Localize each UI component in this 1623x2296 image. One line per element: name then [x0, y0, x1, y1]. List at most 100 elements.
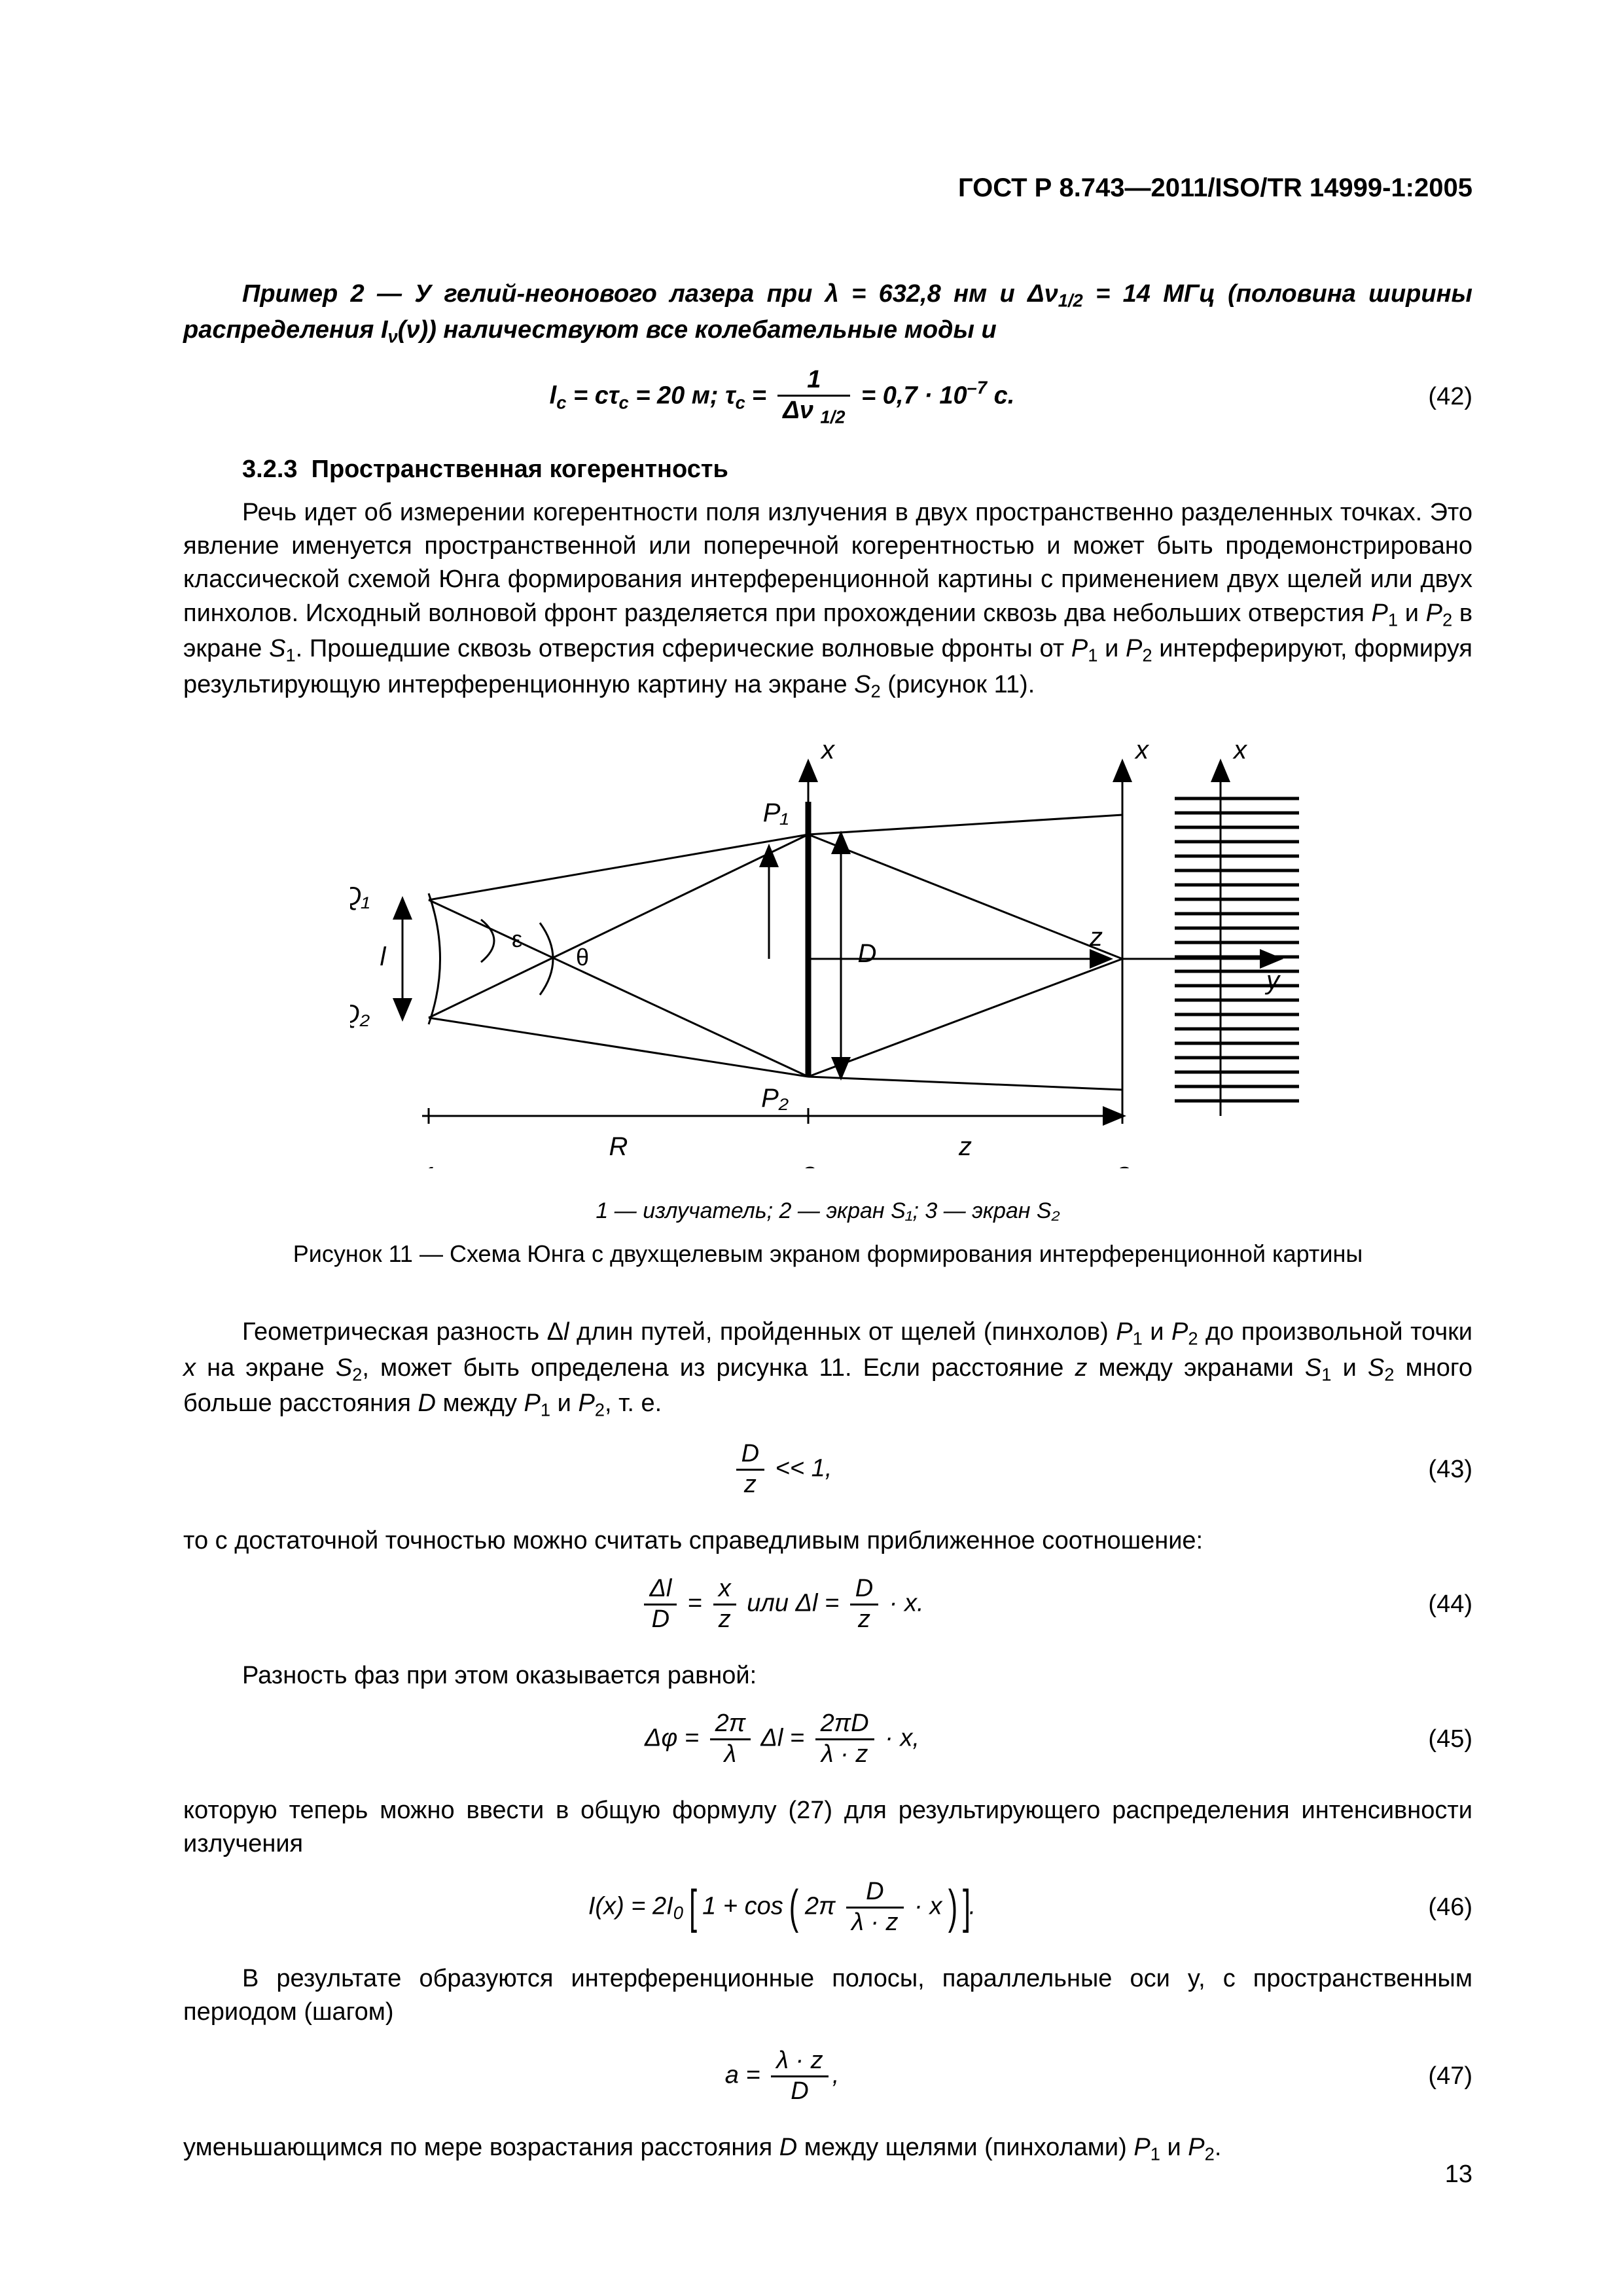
eq42-e1s: c: [618, 392, 628, 412]
paf-e: , может быть определена из рисунка 11. Е…: [362, 1354, 1075, 1382]
equation-44-row: ΔlD = xz или Δl = Dz · x. (44): [183, 1576, 1472, 1633]
svg-text:P₁: P₁: [763, 798, 789, 827]
paf-S2b: S: [1368, 1354, 1384, 1382]
e44m: или Δl =: [747, 1589, 846, 1617]
eq42-tail: = 0,7 · 10: [861, 382, 967, 410]
spP2b: P: [1126, 635, 1142, 662]
e46ap: 2π: [805, 1893, 842, 1920]
svg-text:θ: θ: [576, 944, 589, 971]
equation-44: ΔlD = xz или Δl = Dz · x.: [183, 1576, 1381, 1633]
svg-text:z: z: [1089, 923, 1103, 952]
p47P1s: 1: [1150, 2144, 1160, 2164]
paf-P1: P: [1116, 1318, 1132, 1346]
e46ap2: · x: [914, 1893, 942, 1920]
p47P1: P: [1133, 2134, 1150, 2161]
spP2bs: 2: [1142, 645, 1152, 666]
e45f1n: 2π: [710, 1711, 751, 1740]
sp1c: . Прошедшие сквозь отверстия сферические…: [296, 635, 1071, 662]
svg-text:2: 2: [799, 1160, 817, 1168]
paf-S2bs: 2: [1384, 1364, 1394, 1384]
example-2-lead: Пример 2 — У гелий-неонового лазера при …: [183, 278, 1472, 349]
spP1bs: 1: [1088, 645, 1097, 666]
eq42-l: l: [550, 382, 557, 410]
paf-h: между: [436, 1390, 524, 1417]
example2-sub-half: 1/2: [1058, 291, 1083, 311]
paf-S2s: 2: [352, 1364, 362, 1384]
spS2s: 2: [871, 681, 881, 701]
svg-text:l: l: [380, 942, 387, 971]
p47b: между щелями (пинхолами): [797, 2134, 1133, 2161]
eq45num: (45): [1381, 1723, 1472, 1756]
paf-P1bs: 1: [541, 1400, 550, 1420]
secnum: 3.2.3: [242, 456, 298, 483]
eq43n: D: [736, 1441, 764, 1471]
e44ln: Δl: [644, 1576, 677, 1605]
paf-a: Геометрическая разность Δ: [242, 1318, 563, 1346]
section-3-2-3-title: 3.2.3 Пространственная когерентность: [183, 453, 1472, 486]
paf-P2s: 2: [1188, 1329, 1198, 1349]
e45f2d: λ · z: [815, 1740, 874, 1768]
example2-text-a: Пример 2 — У гелий-неонового лазера при …: [242, 280, 1058, 308]
equation-46: I(x) = 2I0 [ 1 + cos ( 2π Dλ · z · x ) ]…: [183, 1879, 1381, 1936]
svg-text:Q₂: Q₂: [350, 1000, 370, 1029]
equation-47-row: a = λ · zD, (47): [183, 2048, 1472, 2105]
spP1: P: [1372, 600, 1388, 627]
eq42-sup: –7: [967, 378, 987, 398]
spP1s: 1: [1388, 609, 1398, 630]
para-43: то с достаточной точностью можно считать…: [183, 1524, 1472, 1558]
paf-P2: P: [1171, 1318, 1188, 1346]
p47P2: P: [1188, 2134, 1204, 2161]
equation-47: a = λ · zD,: [183, 2048, 1381, 2105]
eq42-frac: 1 Δν 1/2: [777, 367, 850, 427]
equation-45-row: Δφ = 2πλ Δl = 2πDλ · z · x, (45): [183, 1711, 1472, 1768]
svg-text:D: D: [858, 939, 877, 968]
e44ld: D: [644, 1605, 677, 1633]
figure-11-legend: 1 — излучатель; 2 — экран S₁; 3 — экран …: [183, 1196, 1472, 1227]
paf-x: x: [183, 1354, 196, 1382]
paf-P2bs: 2: [595, 1400, 605, 1420]
sectitle: Пространственная когерентность: [312, 456, 728, 483]
e46i1: 1 + cos: [702, 1893, 783, 1920]
eq42-number: (42): [1381, 380, 1472, 414]
eq44num: (44): [1381, 1588, 1472, 1621]
e45l: Δφ =: [645, 1724, 706, 1751]
sp1a: Речь идет об измерении когерентности пол…: [183, 499, 1472, 627]
e44rn: x: [713, 1576, 736, 1605]
svg-text:y: y: [1264, 966, 1281, 995]
e45f2n: 2πD: [815, 1711, 874, 1740]
svg-text:P₂: P₂: [761, 1084, 789, 1113]
paf-f: между экранами: [1087, 1354, 1304, 1382]
paf-S1: S: [1305, 1354, 1321, 1382]
e46l: I(x) = 2I: [588, 1893, 673, 1920]
e46ls: 0: [673, 1903, 683, 1923]
eq42-dens: 1/2: [820, 407, 845, 427]
svg-text:Q₁: Q₁: [350, 882, 370, 911]
para-46: В результате образуются интерференционны…: [183, 1962, 1472, 2030]
e46fd: λ · z: [846, 1909, 903, 1936]
e45t: · x,: [885, 1724, 919, 1751]
p47a: уменьшающимся по мере возрастания рассто…: [183, 2134, 779, 2161]
e47l: a =: [725, 2061, 767, 2089]
eq43d: z: [736, 1471, 764, 1498]
equation-46-row: I(x) = 2I0 [ 1 + cos ( 2π Dλ · z · x ) ]…: [183, 1879, 1472, 1936]
e44rd: z: [713, 1605, 736, 1633]
spS2: S: [854, 671, 870, 698]
e44r2d: z: [850, 1605, 878, 1633]
paf-S2: S: [336, 1354, 352, 1382]
eq43num: (43): [1381, 1453, 1472, 1486]
p47P2s: 2: [1205, 2144, 1215, 2164]
paf-and2: и: [1332, 1354, 1368, 1382]
e47n: λ · z: [771, 2048, 828, 2077]
paf-P2b: P: [578, 1390, 594, 1417]
sp1e: (рисунок 11).: [881, 671, 1035, 698]
example2-text-c: (ν)) наличествуют все колебательные моды…: [398, 316, 997, 344]
example2-sub-nu: ν: [388, 326, 398, 346]
svg-text:x: x: [1232, 736, 1248, 764]
page-number: 13: [1445, 2158, 1472, 2191]
para-after-figure: Геометрическая разность Δl длин путей, п…: [183, 1316, 1472, 1423]
p47D: D: [779, 2134, 797, 2161]
paf-P1b: P: [524, 1390, 541, 1417]
eq46num: (46): [1381, 1891, 1472, 1924]
svg-text:3: 3: [1114, 1160, 1131, 1168]
spS1s: 1: [285, 645, 295, 666]
